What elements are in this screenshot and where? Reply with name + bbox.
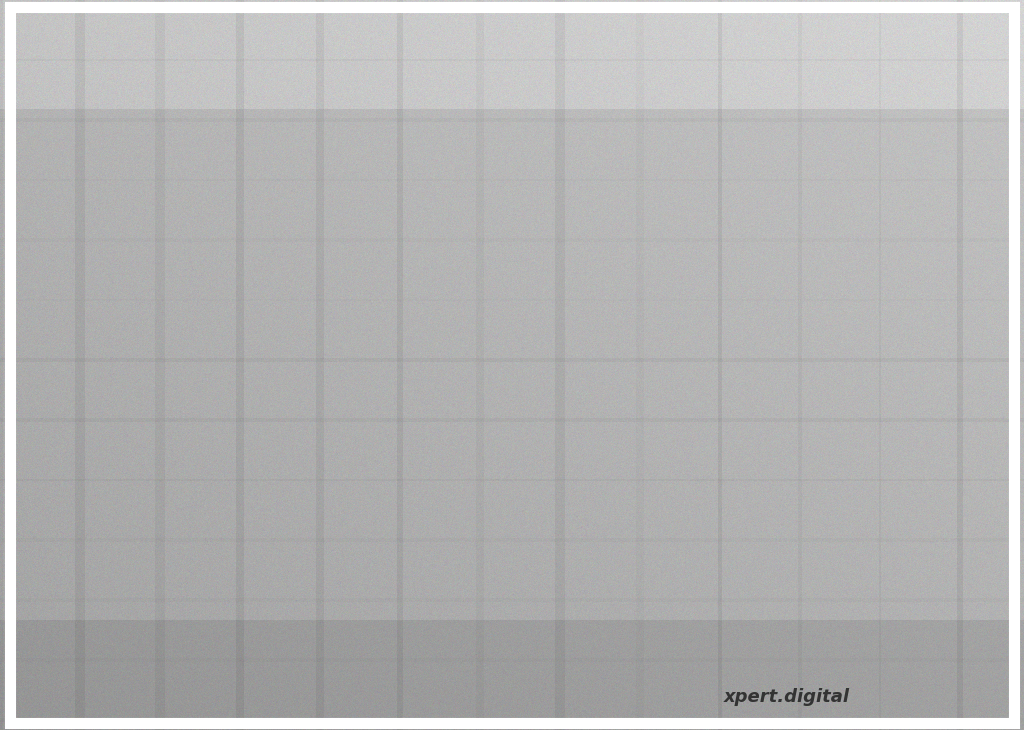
2023 bbox=[653, 307, 666, 316]
2020 bbox=[731, 287, 743, 296]
2020 bbox=[420, 226, 432, 235]
Y-axis label: Number of Permits: Number of Permits bbox=[20, 293, 35, 437]
2024 bbox=[886, 593, 898, 602]
2024 bbox=[420, 512, 432, 520]
2021 bbox=[964, 196, 976, 204]
2022 bbox=[420, 226, 432, 235]
2021 bbox=[420, 287, 432, 296]
Line: 2020: 2020 bbox=[112, 125, 974, 438]
Line: 2024: 2024 bbox=[112, 451, 974, 621]
2022 bbox=[498, 196, 510, 204]
2023 bbox=[420, 287, 432, 296]
2021 bbox=[809, 358, 821, 367]
2022 bbox=[731, 266, 743, 275]
2020 bbox=[342, 247, 354, 255]
2023 bbox=[575, 297, 588, 306]
Text: X: X bbox=[904, 675, 922, 694]
2021 bbox=[264, 257, 276, 266]
Title: Housing Crisis Worsens in 2024: Housing Crisis Worsens in 2024 bbox=[368, 55, 718, 75]
2022 bbox=[653, 247, 666, 255]
2021 bbox=[731, 348, 743, 357]
Line: 2022: 2022 bbox=[112, 196, 974, 356]
2020 bbox=[964, 124, 976, 133]
2024 bbox=[264, 542, 276, 551]
2020 bbox=[575, 247, 588, 255]
2023 bbox=[498, 247, 510, 255]
2024 bbox=[342, 532, 354, 541]
2020 bbox=[886, 307, 898, 316]
2020 bbox=[653, 247, 666, 255]
2024 bbox=[575, 512, 588, 520]
2021 bbox=[342, 297, 354, 306]
2021 bbox=[187, 348, 200, 357]
2020 bbox=[110, 430, 122, 439]
2023 bbox=[110, 369, 122, 377]
2022 bbox=[964, 257, 976, 266]
2022 bbox=[264, 206, 276, 215]
2020 bbox=[187, 348, 200, 357]
2024 bbox=[653, 532, 666, 541]
2020 bbox=[264, 338, 276, 347]
2023 bbox=[964, 491, 976, 500]
2023 bbox=[264, 247, 276, 255]
2022 bbox=[809, 307, 821, 316]
2020 bbox=[498, 206, 510, 215]
2022 bbox=[187, 297, 200, 306]
2022 bbox=[886, 328, 898, 337]
2022 bbox=[342, 247, 354, 255]
2022 bbox=[575, 307, 588, 316]
2021 bbox=[653, 328, 666, 337]
X-axis label: Month: Month bbox=[519, 669, 566, 685]
2024 bbox=[187, 450, 200, 459]
2021 bbox=[886, 389, 898, 398]
2022 bbox=[110, 348, 122, 357]
Text: xpert.digital: xpert.digital bbox=[724, 688, 850, 706]
Line: 2023: 2023 bbox=[112, 247, 974, 499]
2021 bbox=[575, 307, 588, 316]
2021 bbox=[110, 389, 122, 398]
2023 bbox=[809, 338, 821, 347]
2021 bbox=[498, 257, 510, 266]
Circle shape bbox=[883, 661, 943, 707]
2024 bbox=[809, 573, 821, 582]
2023 bbox=[886, 369, 898, 377]
2024 bbox=[731, 553, 743, 561]
Legend: 2020, 2021, 2022, 2023, 2024: 2020, 2021, 2022, 2023, 2024 bbox=[99, 95, 193, 204]
Line: 2021: 2021 bbox=[112, 196, 974, 397]
2024 bbox=[964, 613, 976, 622]
2023 bbox=[187, 328, 200, 337]
2024 bbox=[110, 471, 122, 480]
2020 bbox=[809, 287, 821, 296]
2023 bbox=[731, 328, 743, 337]
2023 bbox=[342, 297, 354, 306]
2024 bbox=[498, 491, 510, 500]
